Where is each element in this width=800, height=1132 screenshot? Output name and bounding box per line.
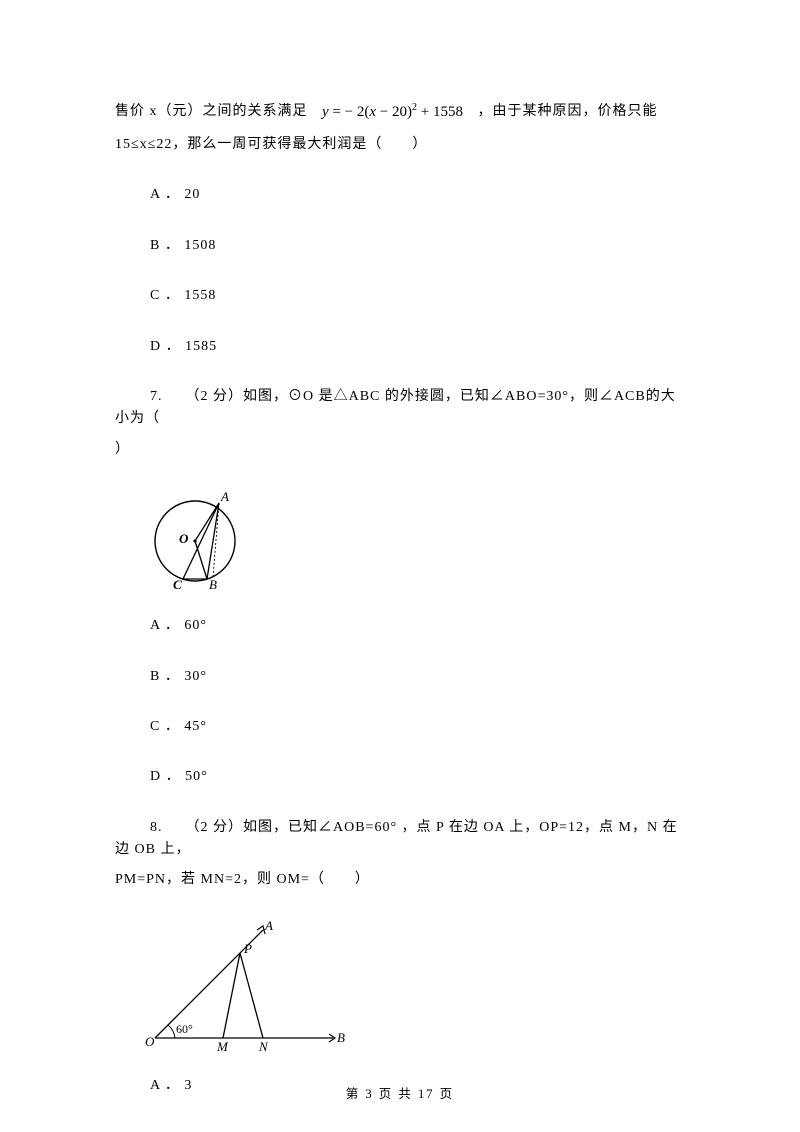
angle-label: 60°	[176, 1022, 193, 1036]
q6-line2: 15≤x≤22，那么一周可获得最大利润是（ ）	[115, 134, 685, 156]
q7-opt-c: C ． 45°	[115, 716, 685, 738]
svg-text:P: P	[243, 941, 252, 956]
q6-opt-b: B ． 1508	[115, 235, 685, 257]
svg-text:O: O	[145, 1034, 155, 1049]
q7-figure: A O B C	[143, 489, 685, 595]
svg-text:A: A	[264, 920, 273, 933]
svg-text:N: N	[258, 1039, 269, 1054]
q8-stem1: 8. （2 分）如图，已知∠AOB=60° ，点 P 在边 OA 上，OP=12…	[115, 817, 685, 862]
svg-text:A: A	[220, 489, 229, 504]
page-footer: 第 3 页 共 17 页	[0, 1084, 800, 1104]
svg-text:O: O	[179, 531, 189, 546]
q7-stem1: 7. （2 分）如图，⊙O 是△ABC 的外接圆，已知∠ABO=30°，则∠AC…	[115, 386, 685, 431]
q7-close: ）	[115, 439, 685, 461]
q7-opt-d: D ． 50°	[115, 766, 685, 788]
svg-text:C: C	[173, 577, 182, 592]
q6-opt-d: D ． 1585	[115, 336, 685, 358]
q7-circle-diagram: A O B C	[143, 489, 263, 595]
q6-opt-c: C ． 1558	[115, 285, 685, 307]
q6-formula: y = − 2(x − 20)2 + 1558	[312, 100, 473, 124]
q8-figure: O A B P M N 60°	[143, 920, 685, 1055]
q6-intro1: 售价 x（元）之间的关系满足	[115, 104, 308, 119]
q8-stem2: PM=PN，若 MN=2，则 OM=（ ）	[115, 869, 685, 891]
q6-intro2: ，由于某种原因，价格只能	[477, 104, 657, 119]
svg-text:B: B	[337, 1030, 345, 1045]
q7-opt-b: B ． 30°	[115, 666, 685, 688]
q6-line1: 售价 x（元）之间的关系满足 y = − 2(x − 20)2 + 1558 ，…	[115, 100, 685, 124]
q6-opt-a: A ． 20	[115, 184, 685, 206]
svg-text:M: M	[216, 1039, 229, 1054]
svg-text:B: B	[209, 577, 217, 592]
q7-opt-a: A ． 60°	[115, 615, 685, 637]
q8-angle-diagram: O A B P M N 60°	[143, 920, 348, 1055]
exam-page: { "q6": { "intro_part1": "售价 x（元）之间的关系满足…	[0, 0, 800, 1132]
